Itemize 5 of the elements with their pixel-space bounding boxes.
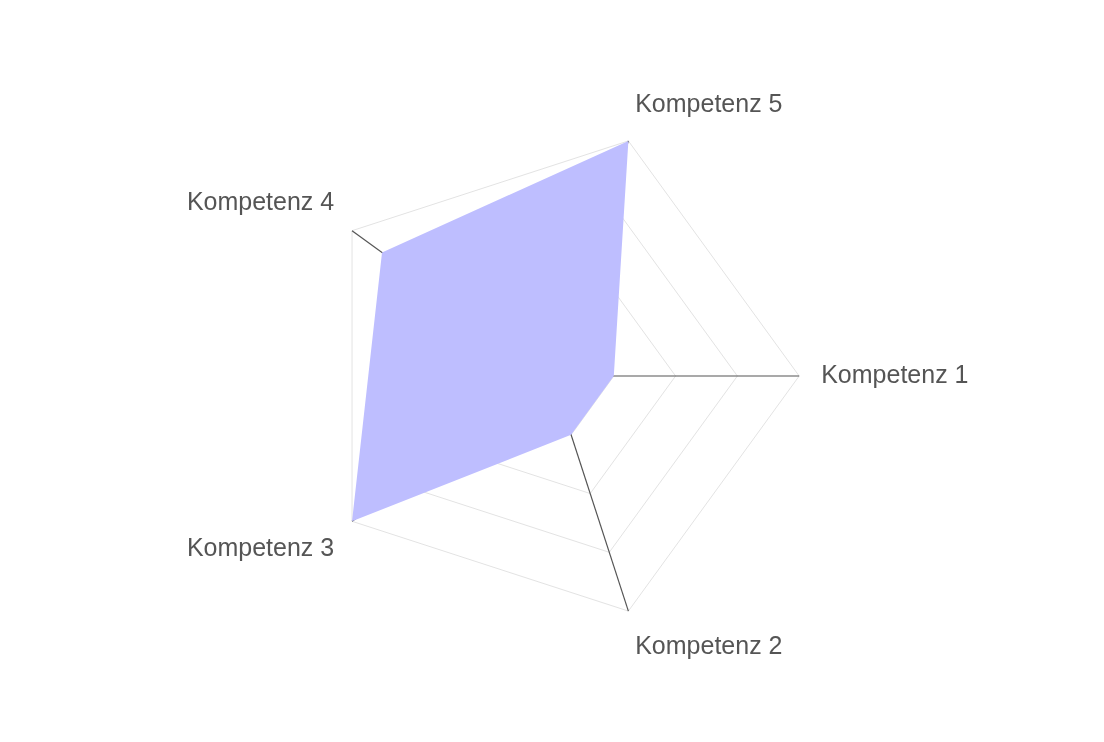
spoke-label: Kompetenz 3 [186,533,335,562]
spoke-label: Kompetenz 5 [635,88,783,117]
spoke-label: Kompetenz 1 [821,359,969,388]
spoke-label: Kompetenz 2 [635,630,783,659]
spoke-label: Kompetenz 4 [186,186,335,215]
